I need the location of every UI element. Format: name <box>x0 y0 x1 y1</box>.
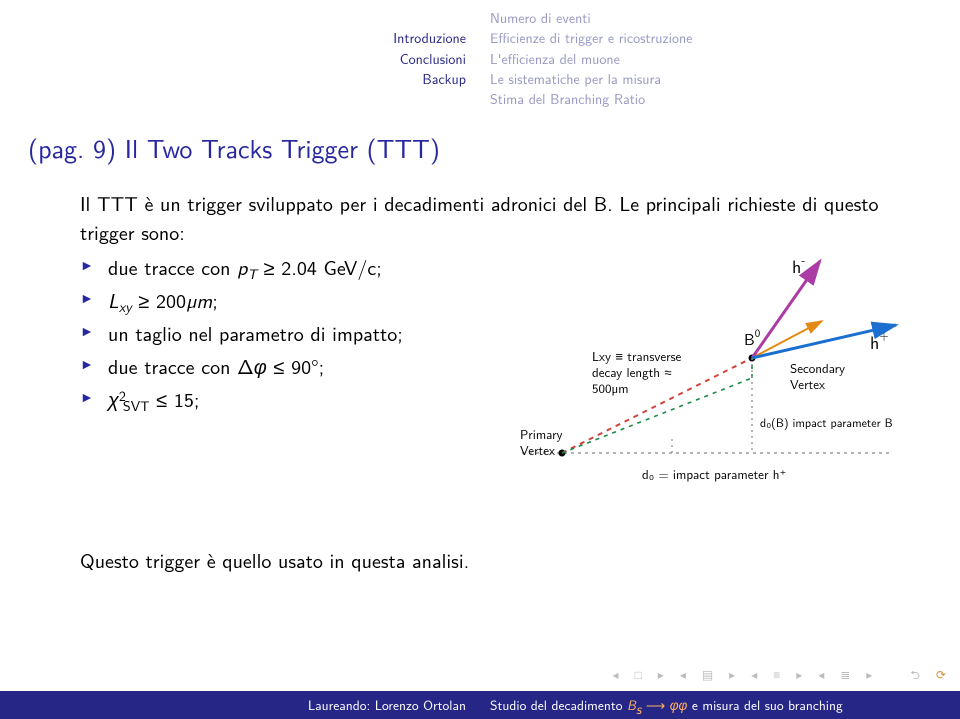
slide-title: (pag. 9) Il Two Tracks Trigger (TTT) <box>28 129 932 167</box>
footer-author: Laureando: Lorenzo Ortolan <box>0 695 478 715</box>
subnav-2[interactable]: Efficienze di trigger e ricostruzione <box>490 28 692 48</box>
bullet-4: due tracce con Δφ ≤ 90°; <box>80 352 472 381</box>
bullet-3: un taglio nel parametro di impatto; <box>80 319 472 348</box>
bullet-2: Lxy ≥ 200µm; <box>80 286 472 315</box>
decay-diagram: Primary Vertex h- <box>492 243 912 520</box>
label-hminus: h- <box>792 250 805 279</box>
label-b0: B0 <box>744 325 761 350</box>
subnav-1[interactable]: Numero di eventi <box>490 8 692 28</box>
footer: Laureando: Lorenzo Ortolan Studio del de… <box>0 691 960 719</box>
subnav-3[interactable]: L'efficienza del muone <box>490 49 692 69</box>
label-lxy3: 500µm <box>592 379 629 398</box>
footer-title: Studio del decadimento Bs ⟶ φφ e misura … <box>478 695 843 715</box>
label-sv2: Vertex <box>790 375 825 394</box>
header: Introduzione Conclusioni Backup Numero d… <box>0 0 960 117</box>
title-rest: Il Two Tracks Trigger (TTT) <box>125 129 440 167</box>
subnav-5[interactable]: Stima del Branching Ratio <box>490 89 692 109</box>
bullet-list: due tracce con pT ≥ 2.04 GeV/c; Lxy ≥ 20… <box>80 253 472 418</box>
header-right: Numero di eventi Efficienze di trigger e… <box>478 8 692 109</box>
label-d0h: d₀ = impact parameter h⁺ <box>642 465 786 484</box>
beamer-nav-icons[interactable]: ◂ □ ▸ ◂ ▤ ▸ ◂ ≡ ▸ ◂ ≣ ▸ ⮌ ⟳ <box>613 665 946 687</box>
bullet-1: due tracce con pT ≥ 2.04 GeV/c; <box>80 253 472 282</box>
title-prefix: (pag. 9) <box>28 129 125 167</box>
nav-backup[interactable]: Backup <box>0 69 466 89</box>
body: Il TTT è un trigger sviluppato per i dec… <box>80 189 912 520</box>
label-d0B: d₀(B) impact parameter B <box>760 413 893 431</box>
bullet-5: χ2SVT ≤ 15; <box>80 385 472 414</box>
intro-text: Il TTT è un trigger sviluppato per i dec… <box>80 189 912 247</box>
nav-intro[interactable]: Introduzione <box>0 28 466 48</box>
label-hplus: h+ <box>870 326 889 355</box>
label-primary2: Vertex <box>520 441 555 460</box>
nav-conclusioni[interactable]: Conclusioni <box>0 49 466 69</box>
subnav-4[interactable]: Le sistematiche per la misura <box>490 69 692 89</box>
conclusion-line: Questo trigger è quello usato in questa … <box>80 546 912 575</box>
header-left: Introduzione Conclusioni Backup <box>0 8 478 109</box>
